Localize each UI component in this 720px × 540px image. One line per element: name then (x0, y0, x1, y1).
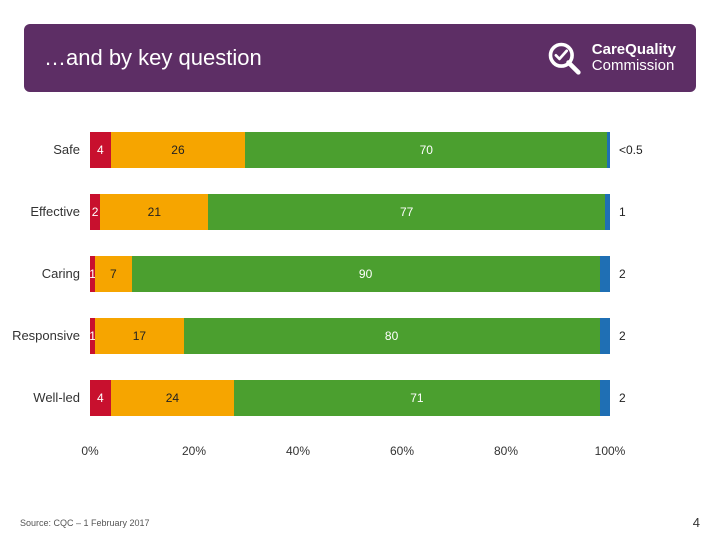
segment-value-outside: 2 (619, 267, 626, 281)
bar-segment: 17 (95, 318, 183, 354)
row-label: Caring (0, 256, 90, 292)
x-axis-tick: 60% (390, 444, 414, 458)
row-label: Responsive (0, 318, 90, 354)
logo-text: CareQuality Commission (592, 42, 676, 74)
row-label: Safe (0, 132, 90, 168)
row-label: Effective (0, 194, 90, 230)
x-axis: 0%20%40%60%80%100% (90, 444, 610, 474)
row-label: Well-led (0, 380, 90, 416)
bar-segment: 2 (90, 194, 100, 230)
x-axis-tick: 80% (494, 444, 518, 458)
bar-track: 11780 (90, 318, 610, 354)
segment-value-outside: 1 (619, 205, 626, 219)
key-question-chart: 0%20%40%60%80%100% Safe42670<0.5Effectiv… (90, 132, 660, 482)
bar-track: 42471 (90, 380, 610, 416)
slide-title: …and by key question (44, 45, 262, 71)
chart-row: Caring17902 (90, 256, 660, 292)
chart-row: Responsive117802 (90, 318, 660, 354)
bar-segment: 80 (184, 318, 600, 354)
bar-segment: 4 (90, 380, 111, 416)
bar-segment (607, 132, 610, 168)
source-footnote: Source: CQC – 1 February 2017 (20, 518, 150, 528)
bar-segment (600, 318, 610, 354)
bar-segment: 71 (234, 380, 600, 416)
bar-track: 42670 (90, 132, 610, 168)
bar-segment (600, 256, 610, 292)
chart-row: Well-led424712 (90, 380, 660, 416)
bar-segment: 21 (100, 194, 208, 230)
bar-segment: 70 (245, 132, 607, 168)
chart-row: Effective221771 (90, 194, 660, 230)
bar-segment: 7 (95, 256, 131, 292)
x-axis-tick: 0% (81, 444, 98, 458)
cqc-logo: CareQuality Commission (546, 40, 676, 76)
bar-track: 1790 (90, 256, 610, 292)
bar-segment: 90 (132, 256, 600, 292)
bar-segment: 77 (208, 194, 604, 230)
x-axis-tick: 40% (286, 444, 310, 458)
bar-segment (605, 194, 610, 230)
bar-segment (600, 380, 610, 416)
bar-segment: 24 (111, 380, 235, 416)
title-band: …and by key question CareQuality Commiss… (24, 24, 696, 92)
chart-row: Safe42670<0.5 (90, 132, 660, 168)
bar-track: 22177 (90, 194, 610, 230)
bar-segment: 4 (90, 132, 111, 168)
logo-line1: CareQuality (592, 42, 676, 58)
logo-line2: Commission (592, 58, 676, 74)
slide: …and by key question CareQuality Commiss… (0, 0, 720, 540)
segment-value-outside: 2 (619, 391, 626, 405)
x-axis-tick: 100% (595, 444, 626, 458)
magnifier-tick-icon (546, 40, 582, 76)
page-number: 4 (693, 515, 700, 530)
segment-value-outside: 2 (619, 329, 626, 343)
bar-segment: 26 (111, 132, 246, 168)
segment-value-outside: <0.5 (619, 143, 643, 157)
x-axis-tick: 20% (182, 444, 206, 458)
